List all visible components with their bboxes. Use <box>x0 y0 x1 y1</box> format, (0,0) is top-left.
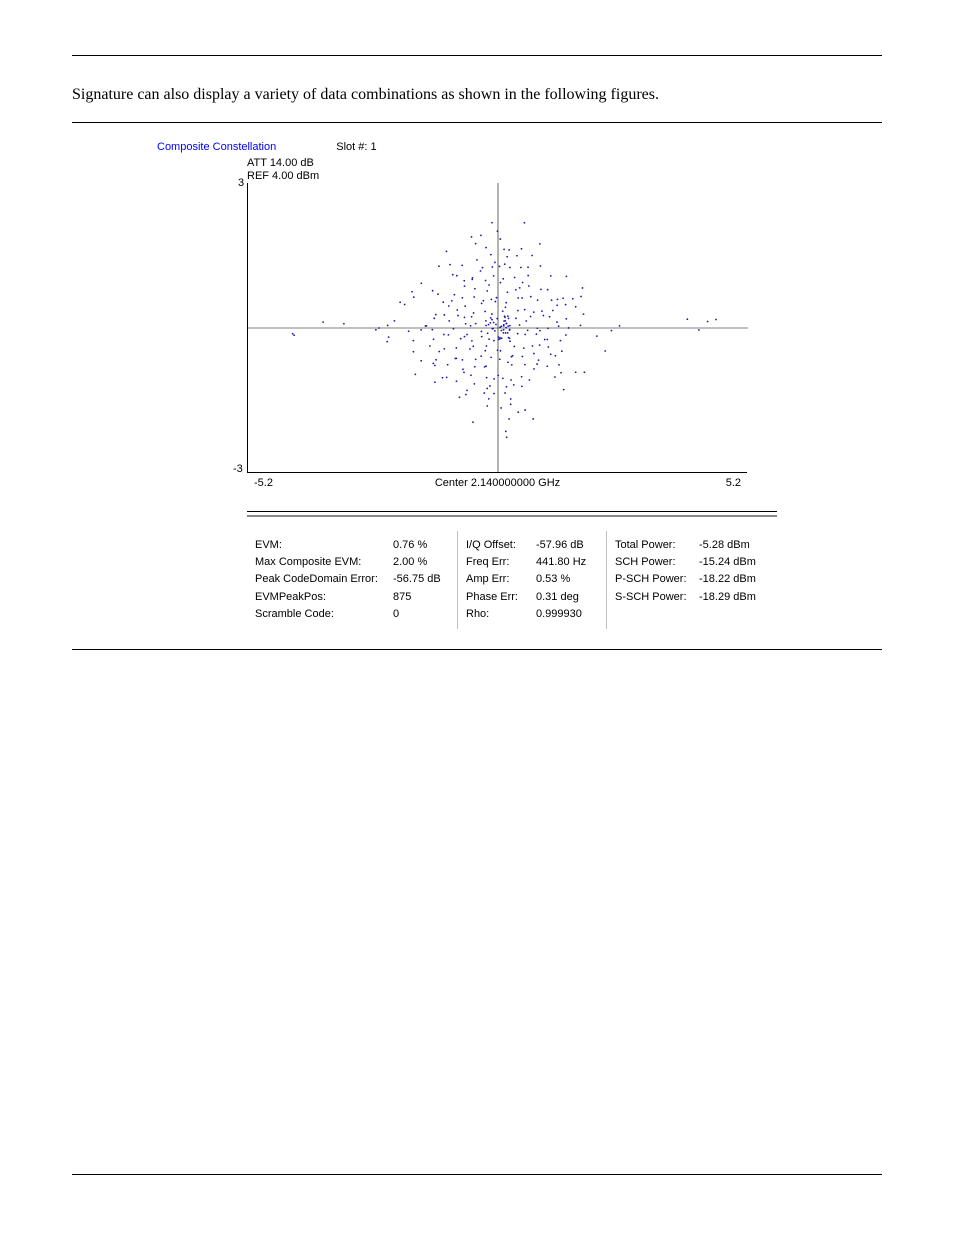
metric-row: Scramble Code: 0 <box>255 606 445 623</box>
metric-label: Peak CodeDomain Error: <box>255 571 385 588</box>
metric-row: EVMPeakPos: 875 <box>255 589 445 606</box>
metric-value: 0.31 deg <box>536 589 594 606</box>
metric-value: -56.75 dB <box>393 571 445 588</box>
metric-label: Amp Err: <box>466 571 528 588</box>
metric-label: Freq Err: <box>466 554 528 571</box>
metric-value: 0.53 % <box>536 571 594 588</box>
metric-row: Freq Err: 441.80 Hz <box>466 554 594 571</box>
metric-value: 0 <box>393 606 445 623</box>
metric-value: 441.80 Hz <box>536 554 594 571</box>
metric-row: Peak CodeDomain Error: -56.75 dB <box>255 571 445 588</box>
metric-value: -18.29 dBm <box>699 589 761 606</box>
metrics-col-3: Total Power: -5.28 dBm SCH Power: -15.24 dB… <box>607 531 773 628</box>
footer-rule <box>72 1174 882 1175</box>
metric-value: 875 <box>393 589 445 606</box>
x-tick-right: 5.2 <box>726 477 741 489</box>
y-tick-top: 3 <box>238 177 244 189</box>
plot-area: 3 -3 -5.2 Center 2.140000000 GHz 5.2 <box>247 183 767 473</box>
x-center-label: Center 2.140000000 GHz <box>435 477 560 489</box>
metric-label: Max Composite EVM: <box>255 554 385 571</box>
metric-row: Total Power: -5.28 dBm <box>615 537 761 554</box>
metric-label: Phase Err: <box>466 589 528 606</box>
metric-value: -18.22 dBm <box>699 571 761 588</box>
att-ref-block: ATT 14.00 dB REF 4.00 dBm <box>247 157 797 183</box>
metric-label: I/Q Offset: <box>466 537 528 554</box>
y-tick-bottom: -3 <box>233 463 243 475</box>
constellation-figure: Composite Constellation Slot #: 1 ATT 14… <box>157 141 797 629</box>
metric-row: Rho: 0.999930 <box>466 606 594 623</box>
att-line: ATT 14.00 dB <box>247 157 797 170</box>
metrics-separator <box>247 511 777 517</box>
figure-bottom-rule <box>72 649 882 650</box>
metric-value: 0.999930 <box>536 606 594 623</box>
metrics-col-2: I/Q Offset:-57.96 dBFreq Err:441.80 HzAm… <box>458 531 607 628</box>
metric-label: SCH Power: <box>615 554 691 571</box>
metric-value: -15.24 dBm <box>699 554 761 571</box>
metric-label: P-SCH Power: <box>615 571 691 588</box>
figure-title: Composite Constellation <box>157 141 276 153</box>
metric-row: Max Composite EVM: 2.00 % <box>255 554 445 571</box>
figure-top-rule <box>72 122 882 123</box>
metric-value: -5.28 dBm <box>699 537 761 554</box>
ref-line: REF 4.00 dBm <box>247 170 797 183</box>
metric-row: S-SCH Power: -18.29 dBm <box>615 589 761 606</box>
metrics-table: EVM:0.76 %Max Composite EVM:2.00 %Peak C… <box>247 531 797 628</box>
page: Signature can also display a variety of … <box>0 0 954 1235</box>
metric-label: EVM: <box>255 537 385 554</box>
x-tick-left: -5.2 <box>254 477 273 489</box>
metric-label: EVMPeakPos: <box>255 589 385 606</box>
metric-row: SCH Power: -15.24 dBm <box>615 554 761 571</box>
scatter-plot <box>248 183 748 473</box>
metric-value: 0.76 % <box>393 537 445 554</box>
metric-label: Total Power: <box>615 537 691 554</box>
metric-value: 2.00 % <box>393 554 445 571</box>
top-rule <box>72 55 882 56</box>
metric-value: -57.96 dB <box>536 537 594 554</box>
metric-row: Phase Err: 0.31 deg <box>466 589 594 606</box>
plot-border: 3 -3 -5.2 Center 2.140000000 GHz 5.2 <box>247 183 747 473</box>
metric-row: P-SCH Power: -18.22 dBm <box>615 571 761 588</box>
figure-header: Composite Constellation Slot #: 1 <box>157 141 797 153</box>
metric-label: Rho: <box>466 606 528 623</box>
metric-label: S-SCH Power: <box>615 589 691 606</box>
intro-paragraph: Signature can also display a variety of … <box>72 86 882 104</box>
metric-label: Scramble Code: <box>255 606 385 623</box>
metrics-col-1: EVM:0.76 %Max Composite EVM:2.00 %Peak C… <box>247 531 458 628</box>
slot-label: Slot #: 1 <box>336 141 376 153</box>
metric-row: Amp Err: 0.53 % <box>466 571 594 588</box>
metric-row: EVM: 0.76 % <box>255 537 445 554</box>
metric-row: I/Q Offset: -57.96 dB <box>466 537 594 554</box>
